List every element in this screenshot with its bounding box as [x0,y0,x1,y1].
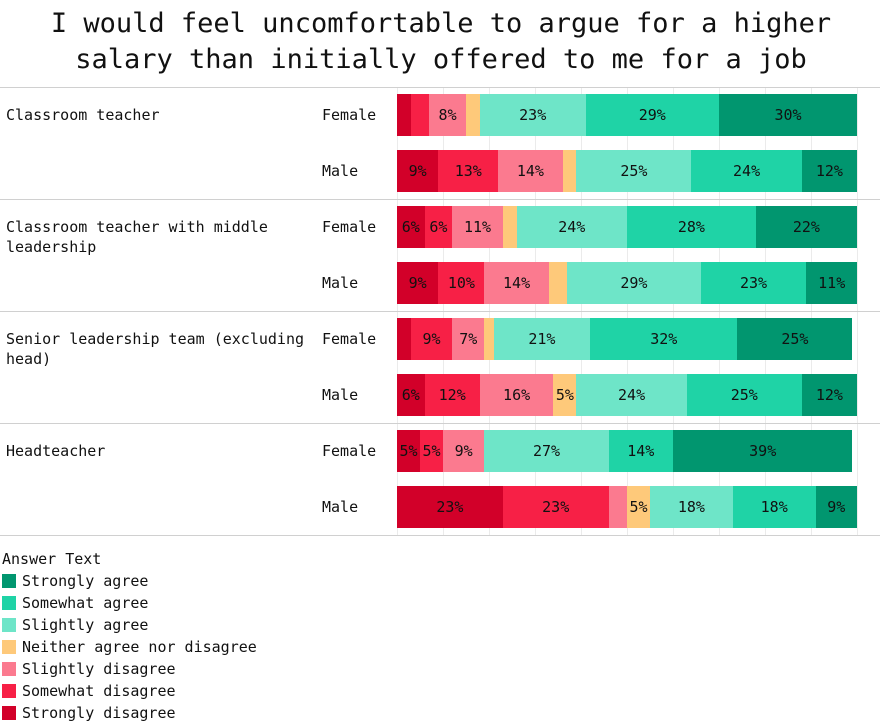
bar-segment-slightly-agree: 21% [493,318,591,360]
bar-segment-somewhat-agree: 14% [608,430,673,472]
bar-segment-strongly-agree: 12% [801,374,857,416]
legend-label: Strongly disagree [22,704,176,722]
gender-label: Male [322,386,359,404]
legend: Answer Text Strongly agree Somewhat agree… [2,548,257,724]
legend-item: Neither agree nor disagree [2,636,257,658]
group-divider [0,423,880,424]
legend-swatch [2,662,16,676]
gender-label: Female [322,330,377,348]
gender-label: Female [322,218,377,236]
group-divider [0,199,880,200]
legend-swatch [2,574,16,588]
bar-segment-somewhat-disagree: 23% [502,486,609,528]
legend-swatch [2,618,16,632]
bar-segment-strongly-agree: 39% [673,430,853,472]
group-divider [0,535,880,536]
bar-segment-somewhat-agree: 29% [585,94,719,136]
legend-label: Somewhat disagree [22,682,176,700]
gender-label: Male [322,162,359,180]
bar-segment-strongly-agree: 9% [815,486,857,528]
bar-segment-strongly-disagree: 6% [397,374,425,416]
bar-segment-slightly-disagree: 8% [429,94,466,136]
bar-segment-strongly-agree: 11% [806,262,857,304]
bar-segment-strongly-disagree [397,318,411,360]
bar-segment-somewhat-disagree: 12% [424,374,480,416]
bar-segment-slightly-agree: 18% [650,486,733,528]
legend-label: Somewhat agree [22,594,149,612]
bar-segment-strongly-agree: 12% [801,150,857,192]
bar-segment-strongly-disagree: 23% [397,486,503,528]
gender-label: Female [322,442,377,460]
group-divider [0,311,880,312]
bar-segment-strongly-disagree [397,94,411,136]
bar-segment-strongly-agree: 30% [719,94,857,136]
legend-item: Strongly disagree [2,702,257,724]
bar-segment-somewhat-agree: 32% [590,318,738,360]
bar-segment-neither-agree-nor-disagree [484,318,494,360]
gender-label: Male [322,498,359,516]
bar-segment-slightly-agree: 25% [576,150,692,192]
chart-area: Classroom teacher Female 8% 23% 29% 30% Male 9%… [0,87,882,536]
bar-segment-strongly-disagree: 6% [397,206,425,248]
bar-segment-slightly-disagree: 9% [443,430,485,472]
bar-segment-neither-agree-nor-disagree [466,94,480,136]
group-label: Headteacher [6,442,106,460]
bar-segment-slightly-disagree: 16% [479,374,554,416]
bar-segment-somewhat-disagree: 9% [410,318,453,360]
legend-item: Strongly agree [2,570,257,592]
legend-item: Somewhat disagree [2,680,257,702]
legend-swatch [2,640,16,654]
legend-title: Answer Text [2,550,102,568]
group-label: Classroom teacher [6,106,160,124]
legend-swatch [2,596,16,610]
bar-segment-somewhat-disagree: 6% [424,206,453,248]
bar-segment-slightly-agree: 27% [484,430,609,472]
bar-segment-neither-agree-nor-disagree: 5% [553,374,577,416]
legend-swatch [2,706,16,720]
legend-label: Slightly agree [22,616,149,634]
legend-label: Slightly disagree [22,660,176,678]
bar-segment-neither-agree-nor-disagree: 5% [627,486,650,528]
bar-segment-neither-agree-nor-disagree [548,262,568,304]
legend-swatch [2,684,16,698]
legend-label: Neither agree nor disagree [22,638,257,656]
bar-segment-somewhat-agree: 28% [627,206,756,248]
bar-segment-slightly-disagree: 11% [452,206,503,248]
bar-segment-somewhat-disagree: 5% [420,430,443,472]
bar-segment-strongly-disagree: 5% [397,430,420,472]
bar-segment-slightly-agree: 23% [479,94,586,136]
bar-segment-strongly-agree: 25% [737,318,853,360]
bar-segment-slightly-agree: 24% [516,206,627,248]
bar-segment-somewhat-agree: 25% [686,374,802,416]
gender-label: Male [322,274,359,292]
bar-segment-somewhat-agree: 18% [732,486,816,528]
bar-segment-strongly-agree: 22% [755,206,857,248]
bar-segment-somewhat-agree: 23% [700,262,807,304]
group-label: Classroom teacher with middle leadership [6,218,268,256]
bar-segment-somewhat-disagree: 13% [438,150,499,192]
legend-item: Slightly agree [2,614,257,636]
bar-segment-slightly-agree: 29% [567,262,701,304]
legend-label: Strongly agree [22,572,149,590]
bar-segment-slightly-disagree: 7% [452,318,485,360]
group-label: Senior leadership team (excluding head) [6,330,305,368]
group-divider [0,87,880,88]
bar-segment-strongly-disagree: 9% [397,150,439,192]
legend-item: Somewhat agree [2,592,257,614]
bar-segment-strongly-disagree: 9% [397,262,439,304]
gender-label: Female [322,106,377,124]
bar-segment-somewhat-disagree [410,94,430,136]
bar-segment-neither-agree-nor-disagree [562,150,577,192]
bar-segment-neither-agree-nor-disagree [502,206,517,248]
bar-segment-somewhat-disagree: 10% [438,262,485,304]
bar-segment-slightly-disagree [608,486,627,528]
bar-segment-somewhat-agree: 24% [691,150,802,192]
bar-segment-slightly-disagree: 14% [484,262,549,304]
bar-segment-slightly-agree: 24% [576,374,687,416]
chart-title: I would feel uncomfortable to argue for … [50,8,832,75]
legend-item: Slightly disagree [2,658,257,680]
bar-segment-slightly-disagree: 14% [498,150,563,192]
